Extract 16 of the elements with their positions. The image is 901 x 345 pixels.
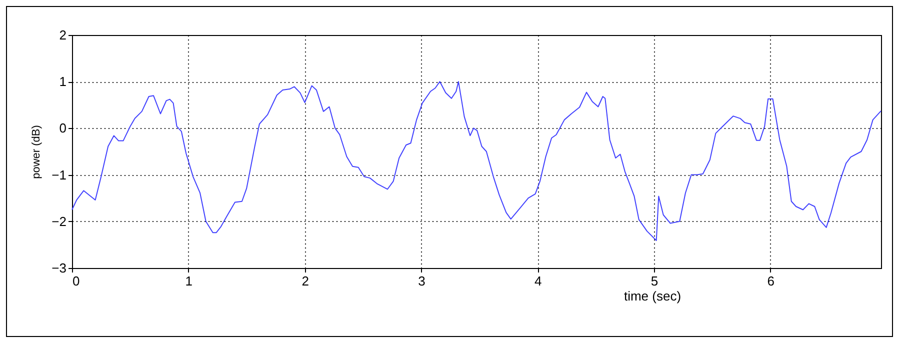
x-tick-label: 6 bbox=[767, 274, 775, 288]
x-tick-label: 0 bbox=[72, 274, 80, 288]
x-tick-label: 4 bbox=[534, 274, 542, 288]
y-tick-label: 2 bbox=[59, 28, 66, 42]
line-series bbox=[72, 81, 882, 242]
y-axis-title: power (dB) bbox=[30, 125, 43, 179]
y-tick-label: −3 bbox=[52, 260, 66, 276]
y-tick-label: 1 bbox=[59, 74, 66, 90]
x-tick-label: 1 bbox=[185, 274, 193, 288]
x-tick-label: 5 bbox=[650, 274, 658, 288]
x-tick-label: 3 bbox=[418, 274, 426, 288]
x-tick-label: 2 bbox=[302, 274, 309, 288]
x-axis-title: time (sec) bbox=[624, 288, 682, 304]
y-tick-label: −1 bbox=[52, 167, 66, 182]
y-tick-label: 0 bbox=[59, 120, 66, 136]
y-tick-label: −2 bbox=[52, 214, 66, 229]
